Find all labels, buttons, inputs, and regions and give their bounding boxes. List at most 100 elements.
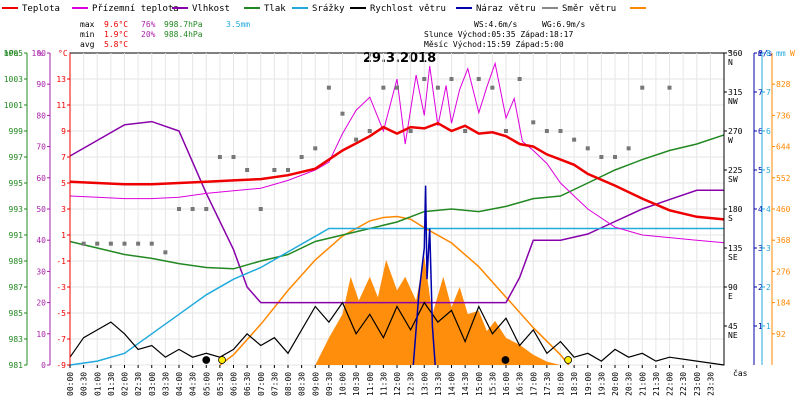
- stats-max-label: max: [80, 20, 95, 29]
- wind-direction-point: [149, 241, 154, 246]
- x-tick-label: 11:00: [366, 372, 375, 396]
- x-tick-label: 05:00: [202, 372, 211, 396]
- axis-direction-tick-label: 270: [728, 127, 743, 136]
- x-tick-label: 04:00: [175, 372, 184, 396]
- axis-solar-tick-label: 828: [776, 80, 791, 89]
- series-humidity: [69, 120, 724, 304]
- wind-direction-point: [585, 146, 590, 151]
- series-ground-temperature: [69, 61, 725, 244]
- x-tick-label: 01:30: [107, 372, 116, 396]
- axis-humidity-tick-label: 100: [32, 49, 47, 58]
- x-axis-label: čas: [733, 368, 748, 378]
- axis-pressure-tick-label: 987: [9, 283, 24, 292]
- x-tick-label: 21:00: [638, 372, 647, 396]
- x-tick-label: 19:30: [597, 372, 606, 396]
- axis-wind-tick-label: 1: [758, 322, 763, 331]
- axis-solar-tick-label: 644: [776, 143, 791, 152]
- axis-humidity-tick-label: 0: [41, 361, 46, 370]
- axis-wind-tick-label: 6: [758, 127, 763, 136]
- x-tick-label: 00:30: [80, 372, 89, 396]
- axis-direction-compass-label: W: [728, 136, 733, 145]
- wind-direction-point: [381, 85, 386, 90]
- x-tick-label: 13:00: [420, 372, 429, 396]
- axis-rain-tick-label: 2: [766, 283, 771, 292]
- axis-direction-compass-label: NW: [728, 97, 738, 106]
- moonset-marker: [202, 356, 211, 364]
- axis-wind-tick-label: 7: [758, 88, 763, 97]
- x-tick-label: 08:30: [298, 372, 307, 396]
- axis-direction-tick-label: 90: [728, 283, 738, 292]
- axis-wind-tick-label: 8: [758, 49, 763, 58]
- axis-pressure-tick-label: 991: [9, 231, 24, 240]
- wind-direction-point: [640, 85, 645, 90]
- wind-direction-point: [463, 129, 468, 133]
- unit-degree: °: [727, 49, 732, 58]
- wind-direction-point: [572, 137, 577, 142]
- legend-item-prizemni-teplota: Přízemní teplota: [92, 4, 179, 14]
- wind-direction-point: [531, 120, 536, 125]
- series-layer: [69, 61, 725, 366]
- x-tick-label: 11:30: [379, 372, 388, 396]
- axis-temp-tick-label: 7: [61, 153, 66, 162]
- axis-wind-tick-label: 5: [758, 166, 763, 175]
- axis-humidity-tick-label: 70: [36, 143, 46, 152]
- x-tick-label: 20:30: [625, 372, 634, 396]
- axis-pressure-tick-label: 999: [9, 127, 24, 136]
- x-tick-label: 10:00: [339, 372, 348, 396]
- sunrise-marker: [218, 356, 226, 364]
- axis-humidity-tick-label: 30: [36, 267, 46, 276]
- wind-direction-point: [136, 241, 141, 246]
- axis-rain-tick-label: 6: [766, 127, 771, 136]
- axis-humidity-tick-label: 50: [36, 205, 46, 214]
- axis-temp-tick-label: -3: [56, 283, 66, 292]
- axis-humidity-tick-label: 60: [36, 174, 46, 183]
- axis-temp-tick-label: -7: [56, 335, 66, 344]
- axis-direction-compass-label: SW: [728, 175, 738, 184]
- unit-w: W: [790, 49, 795, 58]
- wind-direction-point: [558, 129, 563, 133]
- wind-direction-point: [245, 168, 250, 172]
- wind-direction-point: [449, 77, 454, 81]
- wind-direction-point: [217, 155, 222, 159]
- axis-direction-tick-label: 180: [728, 205, 743, 214]
- unit-percent: %: [38, 49, 43, 58]
- x-tick-label: 06:00: [230, 372, 239, 396]
- series-solar: [219, 215, 570, 366]
- wind-direction-point: [544, 129, 549, 133]
- axis-direction-tick-label: 135: [728, 244, 743, 253]
- axis-temp-tick-label: 1: [61, 231, 66, 240]
- axis-humidity-tick-label: 80: [36, 111, 46, 120]
- x-tick-label: 03:00: [148, 372, 157, 396]
- axis-solar-tick-label: 184: [776, 299, 791, 308]
- axis-temp-tick-label: 9: [61, 127, 66, 136]
- axis-direction-compass-label: NE: [728, 331, 738, 340]
- legend-item-smer-vetru: Směr větru: [562, 4, 616, 14]
- axis-solar-tick-label: 552: [776, 174, 791, 183]
- axis-wind-tick-label: 4: [758, 205, 763, 214]
- axis-direction-tick-label: 45: [728, 322, 738, 331]
- unit-hpa: hPa: [4, 49, 19, 58]
- axis-wind-tick-label: 2: [758, 283, 763, 292]
- axis-direction-compass-label: N: [728, 58, 733, 67]
- wind-direction-point: [354, 137, 359, 142]
- moonrise-marker: [501, 356, 510, 364]
- axis-temp-tick-label: 3: [61, 205, 66, 214]
- axis-pressure-tick-label: 1005: [4, 49, 23, 58]
- x-tick-label: 12:30: [407, 372, 416, 396]
- axis-direction-compass-label: S: [728, 214, 733, 223]
- wind-direction-point: [599, 155, 604, 159]
- x-tick-label: 20:00: [611, 372, 620, 396]
- axis-humidity-tick-label: 90: [36, 80, 46, 89]
- legend-item-srazky: Srážky: [312, 4, 345, 14]
- unit-mm: mm: [776, 49, 786, 58]
- series-wind-speed: [69, 301, 725, 366]
- axis-humidity-tick-label: 10: [36, 330, 46, 339]
- x-tick-label: 06:30: [243, 372, 252, 396]
- series-temperature: [69, 121, 725, 221]
- wind-direction-point: [490, 85, 495, 90]
- legend-item-tlak: Tlak: [264, 4, 286, 14]
- series-rain: [69, 227, 724, 366]
- axis-humidity-tick-label: 40: [36, 236, 46, 245]
- axis-direction-tick-label: 360: [728, 49, 743, 58]
- wind-direction-point: [163, 250, 168, 255]
